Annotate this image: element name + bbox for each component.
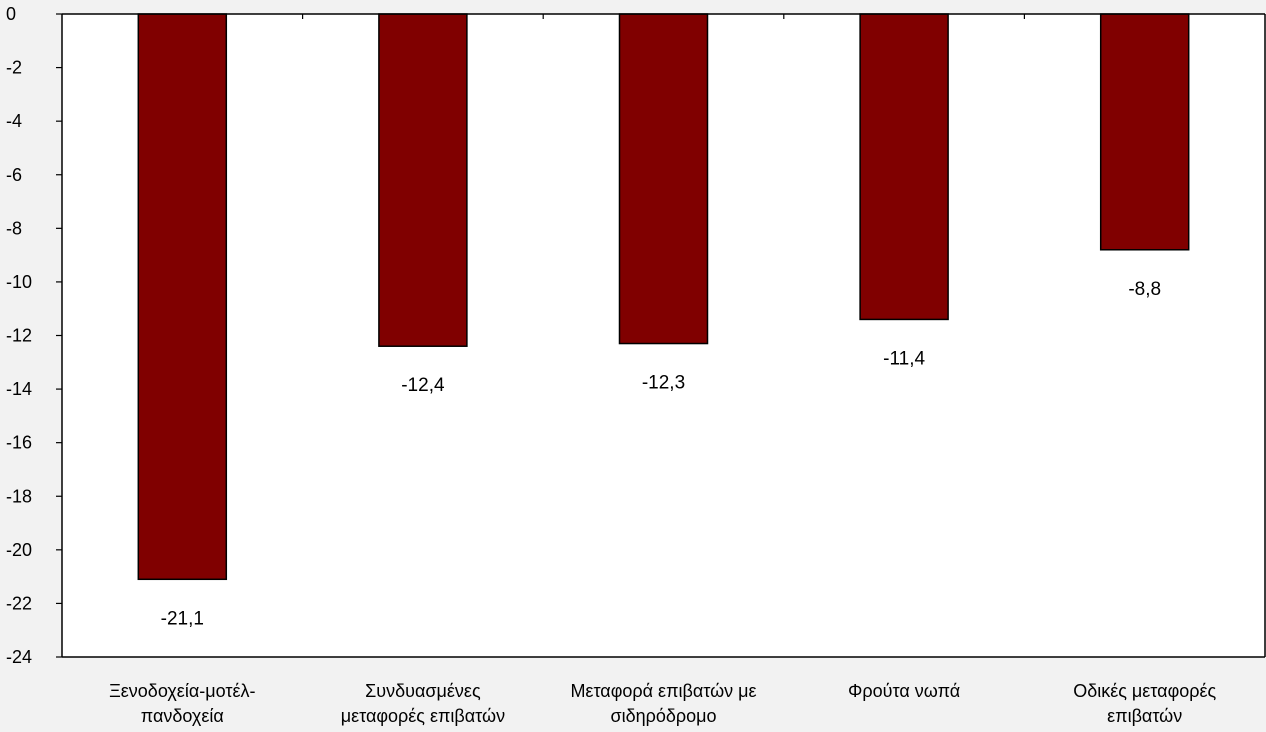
y-axis: 0 -2 -4 -6 -8 -10 -12 -14 -16 -18 -20 -22 -24 [6,4,62,667]
bar [859,13,949,321]
bars [137,13,1190,581]
y-tick-label: -4 [6,111,22,131]
y-tick-label: 0 [6,4,16,24]
x-tick-label: Φρούτα νωπά [848,681,960,701]
y-tick-label: -2 [6,58,22,78]
x-axis: Ξενοδοχεία-μοτέλ-πανδοχεία Συνδυασμένες με… [109,14,1217,726]
bar [1099,13,1190,251]
x-tick-label: Μεταφορά επιβατών με σιδηρόδρομο [570,681,756,726]
bar [137,13,228,581]
y-tick-label: -24 [6,647,32,667]
data-label: -12,4 [401,375,445,396]
x-tick-label: Οδικές μεταφορές επιβατών [1073,681,1216,726]
y-tick-label: -22 [6,593,32,613]
data-label: -11,4 [883,348,925,369]
y-tick-label: -14 [6,379,32,399]
data-label: -8,8 [1128,279,1161,300]
data-label: -21,1 [161,608,204,629]
y-tick-label: -8 [6,218,22,238]
data-label: -12,3 [642,373,685,394]
y-tick-label: -10 [6,272,32,292]
y-tick-label: -18 [6,486,32,506]
y-tick-label: -20 [6,540,32,560]
y-tick-label: -6 [6,165,22,185]
bar [618,13,709,345]
data-labels: -21,1 -12,4 -12,3 -11,4 -8,8 [161,279,1161,630]
x-tick-label: Ξενοδοχεία-μοτέλ-πανδοχεία [109,681,255,726]
x-tick-label: Συνδυασμένες μεταφορές επιβατών [341,681,505,726]
bar [378,13,468,347]
y-tick-label: -16 [6,433,32,453]
y-tick-label: -12 [6,326,32,346]
